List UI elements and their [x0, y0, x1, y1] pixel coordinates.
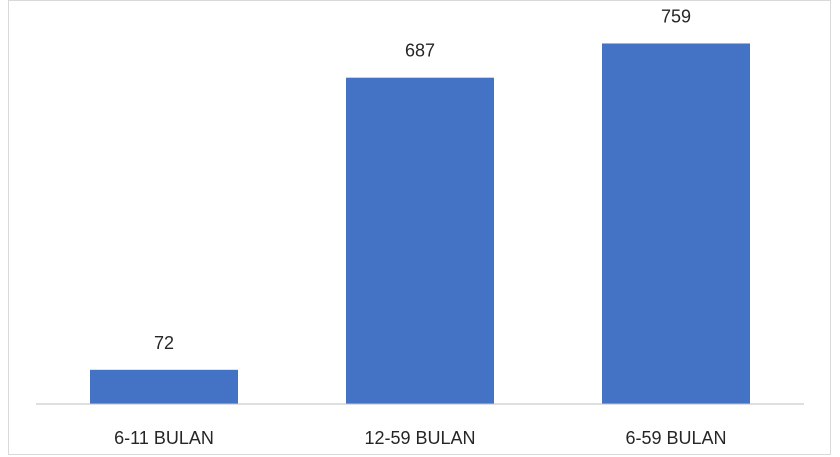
bar-6-59-bulan: [602, 43, 750, 404]
bar-12-59-bulan: [346, 77, 494, 405]
category-label: 12-59 BULAN: [364, 428, 475, 448]
data-label: 759: [661, 6, 691, 26]
category-label: 6-59 BULAN: [625, 428, 726, 448]
data-label: 687: [405, 41, 435, 61]
category-labels-layer: 6-11 BULAN 12-59 BULAN 6-59 BULAN: [114, 428, 726, 448]
bars-layer: [90, 43, 750, 405]
data-label: 72: [154, 333, 174, 353]
data-labels-layer: 72 687 759: [154, 6, 691, 352]
bar-6-11-bulan: [90, 369, 238, 404]
category-label: 6-11 BULAN: [114, 428, 214, 448]
